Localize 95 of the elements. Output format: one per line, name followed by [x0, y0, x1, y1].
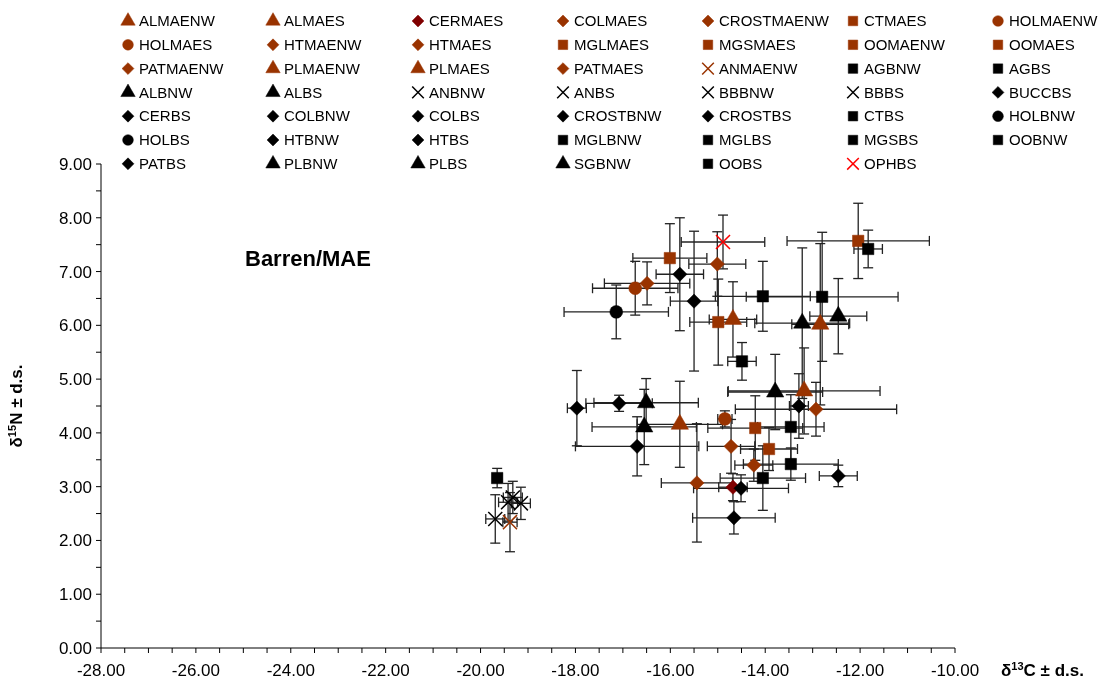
- legend-label: COLBNW: [284, 107, 351, 125]
- point: [763, 443, 775, 455]
- x-tick-label: -18.00: [551, 661, 600, 680]
- y-tick-label: 6.00: [58, 316, 92, 336]
- point: [609, 305, 623, 319]
- legend-label: ALBNW: [139, 83, 194, 101]
- y-tick-label: 3.00: [58, 477, 92, 497]
- point: [784, 421, 797, 433]
- point: [715, 234, 731, 250]
- point: [726, 510, 742, 526]
- y-tick-label: 0.00: [58, 638, 92, 658]
- point: [749, 422, 762, 434]
- legend-label: BUCCBS: [1009, 83, 1072, 101]
- legend-label: PLBNW: [284, 155, 339, 173]
- legend-label: PLBS: [429, 155, 468, 173]
- point: [736, 355, 748, 368]
- point: [862, 243, 875, 255]
- legend-label: HTMAENW: [284, 36, 363, 54]
- legend-label: COLMAES: [574, 12, 648, 30]
- legend-label: CROSTMAENW: [719, 12, 830, 30]
- legend-label: HOLMAENW: [1009, 12, 1099, 30]
- y-tick-label: 1.00: [58, 585, 92, 605]
- x-axis-title: δ$^{13}$C ± d.s.: [1001, 660, 1084, 680]
- y-tick-label: 2.00: [58, 531, 92, 551]
- legend-label: OOBNW: [1009, 131, 1069, 149]
- legend-label: OPHBS: [864, 155, 917, 173]
- legend-label: OOMAENW: [864, 36, 946, 54]
- legend-label: MGSMAES: [719, 36, 796, 54]
- legend-label: PLMAENW: [284, 59, 361, 77]
- y-tick-label: 8.00: [58, 208, 92, 228]
- legend-label: HTBS: [429, 131, 470, 149]
- legend-label: ANMAENW: [719, 59, 799, 77]
- y-tick-label: 7.00: [58, 262, 92, 282]
- point: [756, 290, 769, 303]
- point: [723, 438, 739, 454]
- point: [629, 438, 645, 454]
- legend-label: MGLMAES: [574, 36, 650, 54]
- legend-label: HOLBS: [139, 131, 190, 149]
- point: [816, 290, 829, 303]
- legend-label: AGBS: [1009, 59, 1051, 77]
- point: [712, 316, 725, 329]
- legend-label: CERMAES: [429, 12, 504, 30]
- legend-label: OOBS: [719, 155, 763, 173]
- legend-label: CERBS: [139, 107, 191, 125]
- legend-label: PLMAES: [429, 59, 490, 77]
- legend-label: SGBNW: [574, 155, 632, 173]
- legend-label: MGSBS: [864, 131, 919, 149]
- y-tick-label: 9.00: [58, 154, 92, 174]
- point: [756, 472, 769, 485]
- x-tick-label: -20.00: [456, 661, 505, 680]
- x-tick-label: -14.00: [741, 661, 790, 680]
- point: [852, 234, 865, 247]
- legend-label: ALMAES: [284, 12, 345, 30]
- point: [639, 276, 655, 291]
- legend-label: MGLBS: [719, 131, 772, 149]
- legend-label: ANBS: [574, 83, 615, 101]
- x-tick-label: -12.00: [836, 661, 885, 680]
- y-tick-label: 5.00: [58, 370, 92, 390]
- legend-label: CTBS: [864, 107, 905, 125]
- legend-label: MGLBNW: [574, 131, 643, 149]
- point: [689, 475, 705, 491]
- legend-label: COLBS: [429, 107, 480, 125]
- legend-label: HOLMAES: [139, 36, 213, 54]
- legend-label: OOMAES: [1009, 36, 1075, 54]
- legend-label: BBBNW: [719, 83, 775, 101]
- x-tick-label: -28.00: [76, 661, 126, 680]
- legend-label: HTBNW: [284, 131, 340, 149]
- point: [628, 281, 642, 295]
- y-tick-label: 4.00: [58, 423, 92, 443]
- legend-label: CTMAES: [864, 12, 927, 30]
- point: [672, 266, 688, 282]
- legend-label: ANBNW: [429, 83, 486, 101]
- legend-label: PATBS: [139, 155, 186, 173]
- x-tick-label: -10.00: [930, 661, 980, 680]
- legend-label: CROSTBS: [719, 107, 792, 125]
- x-tick-label: -24.00: [266, 661, 315, 680]
- legend-label: BBBS: [864, 83, 905, 101]
- legend-label: PATMAENW: [139, 59, 225, 77]
- point: [663, 252, 676, 265]
- legend-label: ALMAENW: [139, 12, 216, 30]
- legend-label: AGBNW: [864, 59, 922, 77]
- legend-label: HTMAES: [429, 36, 492, 54]
- legend-label: CROSTBNW: [574, 107, 663, 125]
- point: [830, 468, 846, 484]
- point: [784, 458, 797, 471]
- x-tick-label: -22.00: [361, 661, 410, 680]
- point: [686, 293, 702, 309]
- x-tick-label: -26.00: [171, 661, 220, 680]
- legend-label: PATMAES: [574, 59, 644, 77]
- legend-label: ALBS: [284, 83, 323, 101]
- annotation: Barren/MAE: [245, 246, 371, 271]
- x-tick-label: -16.00: [646, 661, 695, 680]
- point: [746, 457, 762, 473]
- point: [709, 256, 725, 272]
- legend-label: HOLBNW: [1009, 107, 1076, 125]
